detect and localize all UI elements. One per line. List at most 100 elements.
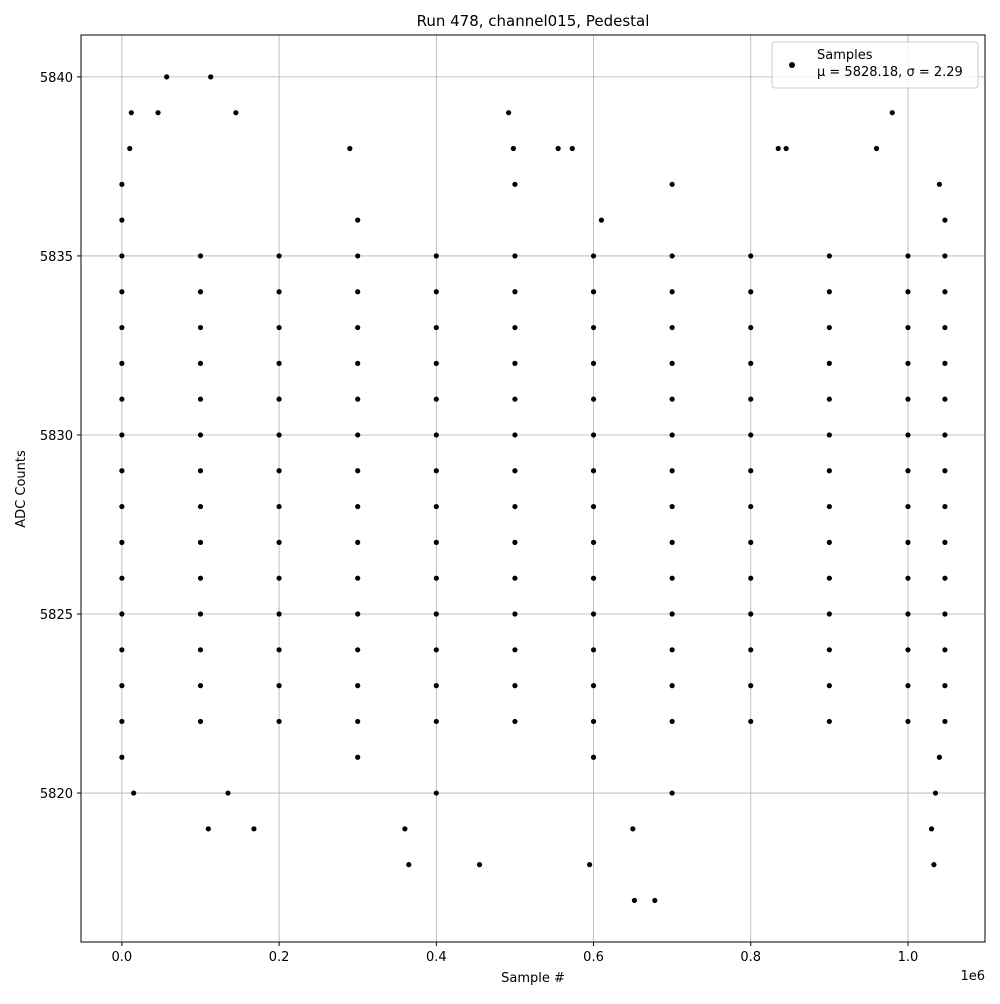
sample-point bbox=[512, 253, 518, 259]
sample-point bbox=[119, 432, 125, 438]
sample-point bbox=[669, 790, 675, 796]
sample-point bbox=[942, 253, 948, 259]
sample-point bbox=[932, 790, 939, 796]
sample-point bbox=[355, 289, 361, 295]
sample-point bbox=[928, 826, 935, 832]
sample-point bbox=[669, 468, 675, 474]
sample-point bbox=[873, 145, 880, 152]
sample-point bbox=[669, 575, 675, 581]
sample-point bbox=[942, 289, 948, 295]
sample-point bbox=[347, 145, 353, 152]
sample-point bbox=[936, 754, 943, 760]
sample-point bbox=[905, 432, 911, 438]
sample-point bbox=[748, 253, 754, 259]
sample-point bbox=[826, 360, 832, 366]
sample-point bbox=[197, 253, 204, 259]
sample-point bbox=[197, 432, 204, 438]
sample-point bbox=[669, 647, 675, 653]
sample-point bbox=[748, 396, 754, 402]
sample-point bbox=[826, 539, 832, 545]
sample-point bbox=[775, 145, 781, 152]
sample-point bbox=[748, 289, 754, 295]
sample-point bbox=[355, 432, 361, 438]
sample-point bbox=[512, 683, 518, 689]
sample-point bbox=[905, 360, 911, 366]
sample-point bbox=[826, 611, 832, 617]
sample-point bbox=[598, 217, 604, 223]
sample-point bbox=[119, 754, 125, 760]
sample-point bbox=[276, 289, 282, 295]
sample-point bbox=[433, 289, 439, 295]
sample-point bbox=[942, 360, 948, 366]
sample-point bbox=[276, 396, 282, 402]
sample-point bbox=[826, 253, 832, 259]
sample-point bbox=[586, 862, 593, 868]
sample-point bbox=[433, 468, 439, 474]
sample-point bbox=[905, 289, 911, 295]
sample-point bbox=[197, 468, 204, 474]
sample-point bbox=[512, 360, 518, 366]
sample-point bbox=[225, 790, 231, 796]
sample-point bbox=[512, 468, 518, 474]
sample-point bbox=[555, 145, 561, 152]
x-axis-label: Sample # bbox=[501, 971, 565, 986]
legend: Samples μ = 5828.18, σ = 2.29 bbox=[771, 41, 979, 89]
sample-point bbox=[826, 324, 832, 331]
sample-point bbox=[512, 503, 518, 510]
sample-point bbox=[119, 503, 125, 510]
sample-point bbox=[748, 611, 754, 617]
sample-point bbox=[669, 683, 675, 689]
sample-point bbox=[942, 324, 948, 331]
sample-point bbox=[905, 468, 911, 474]
sample-point bbox=[936, 181, 943, 187]
sample-point bbox=[590, 360, 597, 366]
sample-point bbox=[942, 468, 948, 474]
sample-point bbox=[119, 468, 125, 474]
sample-point bbox=[197, 396, 204, 402]
sample-point bbox=[630, 826, 636, 832]
sample-point bbox=[905, 647, 911, 653]
sample-point bbox=[197, 683, 204, 689]
sample-point bbox=[590, 324, 597, 331]
sample-point bbox=[276, 575, 282, 581]
sample-point bbox=[669, 253, 675, 259]
sample-point bbox=[931, 862, 937, 868]
sample-point bbox=[590, 611, 597, 617]
sample-point bbox=[669, 181, 675, 187]
sample-point bbox=[355, 683, 361, 689]
sample-point bbox=[155, 110, 161, 116]
sample-point bbox=[251, 826, 257, 832]
sample-point bbox=[652, 897, 658, 904]
sample-point bbox=[433, 575, 439, 581]
sample-point bbox=[355, 754, 361, 760]
sample-point bbox=[127, 145, 133, 152]
sample-point bbox=[669, 432, 675, 438]
legend-label: Samples bbox=[817, 48, 873, 63]
x-tick-label: 0.4 bbox=[426, 950, 447, 965]
sample-point bbox=[276, 647, 282, 653]
x-tick-label: 0.6 bbox=[583, 950, 604, 965]
sample-point bbox=[826, 503, 832, 510]
y-tick-label: 5840 bbox=[40, 71, 73, 86]
x-tick-label: 0.0 bbox=[112, 950, 133, 965]
sample-point bbox=[590, 647, 597, 653]
sample-point bbox=[905, 683, 911, 689]
sample-point bbox=[942, 647, 948, 653]
sample-point bbox=[512, 432, 518, 438]
sample-point bbox=[355, 503, 361, 510]
sample-point bbox=[276, 432, 282, 438]
sample-point bbox=[433, 396, 439, 402]
sample-point bbox=[783, 145, 789, 152]
sample-point bbox=[276, 683, 282, 689]
y-tick-label: 5835 bbox=[40, 250, 73, 265]
sample-point bbox=[197, 718, 204, 725]
sample-point bbox=[512, 289, 518, 295]
sample-point bbox=[355, 468, 361, 474]
sample-point bbox=[889, 110, 895, 116]
sample-point bbox=[355, 539, 361, 545]
sample-point bbox=[510, 145, 516, 152]
sample-point bbox=[119, 181, 125, 187]
sample-point bbox=[205, 826, 211, 832]
